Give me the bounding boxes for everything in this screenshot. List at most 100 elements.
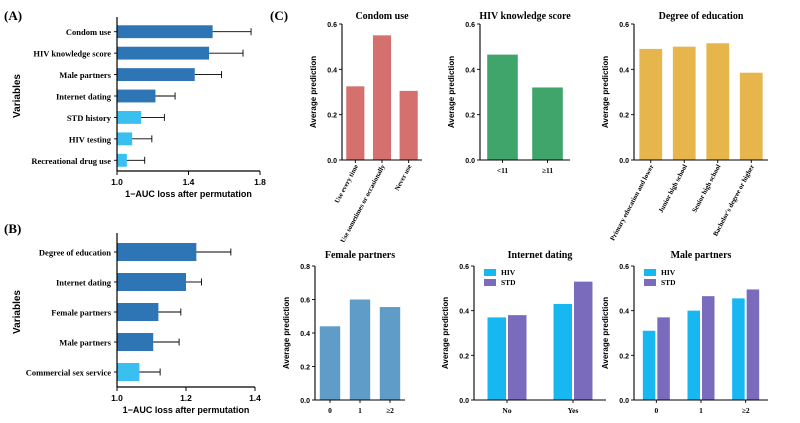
y-tick-label: 0.4 bbox=[300, 331, 310, 338]
x-tick-label: 1.0 bbox=[111, 393, 123, 403]
category-label: STD history bbox=[67, 113, 112, 123]
panel-c6: Male partners Average prediction 0.0 0.2 0.4… bbox=[601, 250, 768, 415]
bar bbox=[379, 307, 401, 400]
bar bbox=[117, 333, 154, 351]
bar bbox=[117, 111, 142, 124]
panel-label: (A) bbox=[4, 8, 22, 23]
panel-c1: (C) Condom use Average prediction 0.0 0.2 0.4… bbox=[270, 8, 422, 244]
y-axis-label: Variables bbox=[12, 74, 23, 118]
bar bbox=[117, 363, 140, 381]
category-label: Internet dating bbox=[56, 92, 112, 102]
y-tick-label: 0.8 bbox=[300, 264, 310, 271]
bar bbox=[117, 273, 186, 291]
category-label: Yes bbox=[568, 406, 579, 415]
bar bbox=[117, 303, 159, 321]
bar bbox=[319, 326, 341, 400]
category-label: Bachelor's degree or higher bbox=[712, 164, 756, 238]
category-label: Commercial sex service bbox=[26, 368, 112, 378]
category-label: Female partners bbox=[51, 308, 111, 318]
category-label: 0 bbox=[654, 406, 658, 415]
y-tick-label: 0.0 bbox=[459, 398, 469, 405]
y-axis-label: Average prediction bbox=[441, 297, 450, 369]
bar bbox=[739, 72, 763, 160]
y-tick-label: 0.2 bbox=[619, 353, 629, 360]
y-tick-label: 0.0 bbox=[327, 158, 337, 165]
x-tick-label: 1.4 bbox=[249, 393, 261, 403]
y-tick-label: 0.4 bbox=[619, 67, 629, 74]
category-label: Primary education and lower bbox=[609, 164, 655, 242]
bar-hiv bbox=[687, 310, 700, 400]
category-label: ≥11 bbox=[542, 166, 553, 175]
x-tick-label: 1.4 bbox=[183, 177, 195, 187]
category-label: Degree of education bbox=[39, 248, 111, 258]
bar bbox=[639, 48, 663, 160]
panel-c5: Internet dating Average prediction 0.0 0.2 0… bbox=[441, 250, 606, 415]
category-label: Condom use bbox=[66, 27, 111, 37]
category-label: 1 bbox=[358, 406, 362, 415]
category-label: ≥2 bbox=[386, 406, 394, 415]
bar-std bbox=[574, 281, 593, 400]
category-label: Internet dating bbox=[56, 278, 112, 288]
bar bbox=[117, 89, 156, 103]
y-axis-label: Average prediction bbox=[601, 56, 610, 128]
bar bbox=[117, 153, 127, 167]
x-axis-label: 1−AUC loss after permutation bbox=[123, 405, 250, 415]
y-tick-label: 0.2 bbox=[459, 353, 469, 360]
bar bbox=[372, 35, 392, 161]
chart-title: Male partners bbox=[671, 250, 732, 261]
y-axis-label: Average prediction bbox=[601, 297, 610, 369]
y-tick-label: 0.0 bbox=[619, 158, 629, 165]
bar bbox=[532, 87, 563, 160]
y-tick-label: 0.6 bbox=[619, 22, 629, 29]
panel-c4: Female partners Average prediction 0.0 0.2 0… bbox=[282, 250, 405, 415]
chart-title: Internet dating bbox=[508, 250, 573, 261]
bar bbox=[117, 25, 213, 39]
panel-label: (C) bbox=[270, 8, 288, 23]
bar bbox=[487, 54, 518, 160]
bar bbox=[117, 46, 210, 60]
category-label: HIV knowledge score bbox=[33, 49, 111, 59]
bar bbox=[117, 243, 197, 261]
category-label: No bbox=[502, 406, 511, 415]
category-label: 0 bbox=[328, 406, 332, 415]
y-tick-label: 0.2 bbox=[619, 113, 629, 120]
bar bbox=[399, 90, 418, 160]
bar bbox=[346, 86, 365, 160]
y-tick-label: 0.6 bbox=[459, 264, 469, 271]
y-tick-label: 0.6 bbox=[300, 298, 310, 305]
bar bbox=[117, 132, 133, 146]
y-axis-label: Average prediction bbox=[447, 56, 456, 128]
bar-hiv bbox=[732, 298, 745, 400]
category-label: Male partners bbox=[59, 70, 111, 80]
legend-swatch bbox=[484, 279, 496, 286]
y-tick-label: 0.0 bbox=[300, 398, 310, 405]
y-tick-label: 0.4 bbox=[619, 309, 629, 316]
bar-std bbox=[702, 296, 715, 400]
panel-c2: HIV knowledge score Average prediction 0.0… bbox=[447, 11, 571, 175]
bar bbox=[349, 299, 371, 400]
y-tick-label: 0.4 bbox=[459, 309, 469, 316]
panel-label: (B) bbox=[4, 221, 21, 236]
bar-std bbox=[657, 317, 670, 400]
legend-swatch bbox=[644, 279, 656, 286]
panel-b: (B) Variables Degree of education Internet … bbox=[4, 221, 261, 415]
panel-a: (A) Variables Condom use HIV knowledge scor… bbox=[4, 8, 266, 199]
y-tick-label: 0.0 bbox=[619, 398, 629, 405]
y-tick-label: 0.2 bbox=[327, 113, 337, 120]
category-label: ≥2 bbox=[742, 406, 750, 415]
y-tick-label: 0.0 bbox=[465, 158, 475, 165]
x-axis-label: 1−AUC loss after permutation bbox=[125, 189, 252, 199]
y-tick-label: 0.2 bbox=[300, 365, 310, 372]
y-tick-label: 0.6 bbox=[327, 22, 337, 29]
legend-label: HIV bbox=[501, 268, 516, 277]
bar-hiv bbox=[553, 303, 572, 400]
bar-std bbox=[508, 315, 527, 400]
y-tick-label: 0.4 bbox=[465, 67, 475, 74]
x-tick-label: 1.8 bbox=[254, 177, 266, 187]
bar bbox=[672, 46, 696, 160]
y-tick-label: 0.2 bbox=[465, 113, 475, 120]
x-tick-label: 1.2 bbox=[180, 393, 192, 403]
y-tick-label: 0.6 bbox=[619, 264, 629, 271]
category-label: Senior high school bbox=[691, 164, 722, 214]
